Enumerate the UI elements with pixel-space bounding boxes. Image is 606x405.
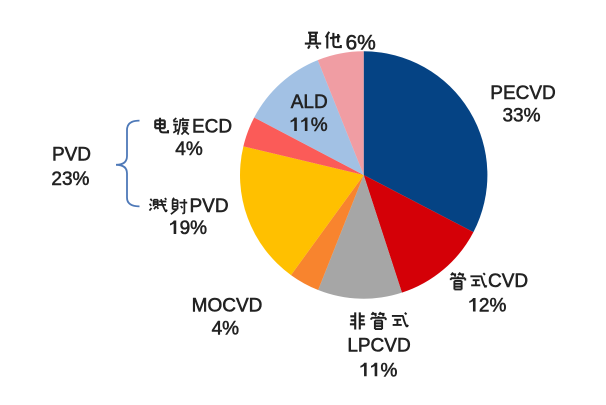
svg-text:%: % <box>381 360 398 381</box>
svg-text:9%: 9% <box>180 218 208 239</box>
svg-text:CVD: CVD <box>488 271 528 292</box>
svg-text:4%: 4% <box>175 139 203 160</box>
svg-text:4%: 4% <box>212 319 240 340</box>
svg-text:PECVD: PECVD <box>490 83 555 104</box>
svg-text:%: % <box>311 115 328 136</box>
svg-text:23%: 23% <box>51 169 89 190</box>
svg-text:33%: 33% <box>502 106 540 127</box>
svg-text:ECD: ECD <box>192 116 232 137</box>
svg-text:LPCVD: LPCVD <box>347 336 410 357</box>
svg-text:ALD: ALD <box>291 92 328 113</box>
svg-text:MOCVD: MOCVD <box>192 295 263 316</box>
svg-text:PVD: PVD <box>190 196 229 217</box>
svg-text:PVD: PVD <box>52 145 91 166</box>
svg-text:6%: 6% <box>346 31 376 54</box>
svg-text:2%: 2% <box>479 296 507 317</box>
